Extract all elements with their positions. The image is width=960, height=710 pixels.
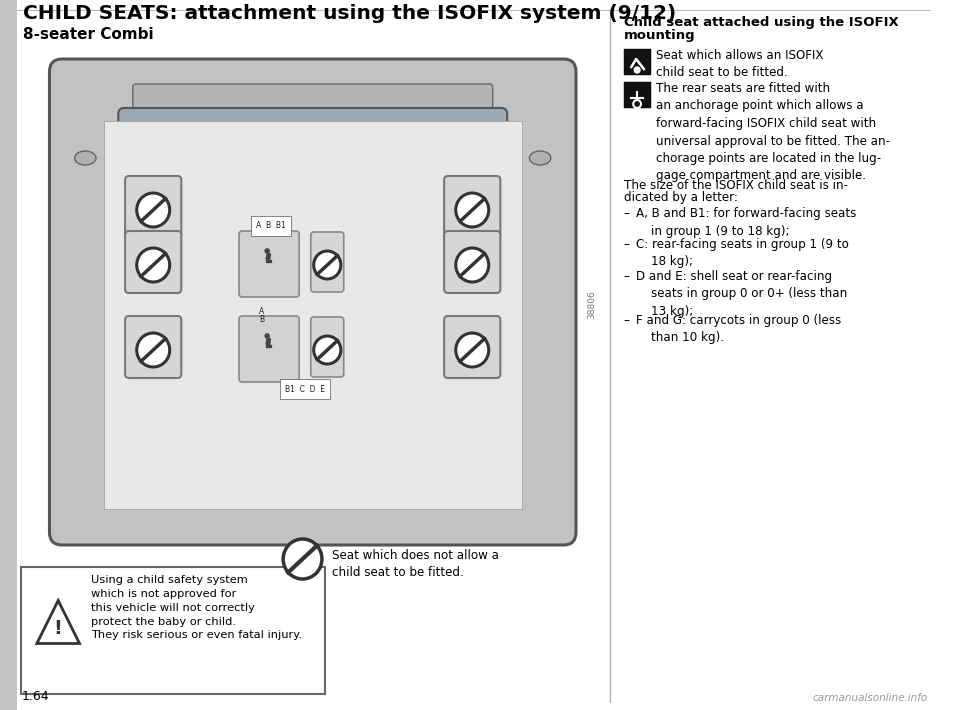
Text: mounting: mounting [624,29,695,42]
Text: carmanualsonline.info: carmanualsonline.info [812,693,928,703]
Circle shape [314,336,341,364]
FancyBboxPatch shape [125,231,181,293]
Polygon shape [266,345,272,347]
Text: A: A [258,307,264,315]
Bar [21,567,324,694]
Text: dicated by a letter:: dicated by a letter: [624,191,737,204]
Polygon shape [266,339,271,344]
Bar [624,82,651,108]
FancyBboxPatch shape [444,316,500,378]
Text: –: – [624,270,630,283]
Text: !: ! [54,619,62,638]
FancyBboxPatch shape [132,84,492,120]
FancyBboxPatch shape [311,317,344,377]
FancyBboxPatch shape [239,316,300,382]
Circle shape [456,193,489,227]
Circle shape [265,334,270,339]
Circle shape [635,67,640,73]
Bar [104,121,521,509]
FancyBboxPatch shape [50,59,576,545]
Circle shape [136,248,170,282]
Text: B: B [259,315,264,324]
Ellipse shape [75,151,96,165]
Text: 38806: 38806 [587,290,596,320]
Text: CHILD SEATS: attachment using the ISOFIX system (9/12): CHILD SEATS: attachment using the ISOFIX… [23,4,677,23]
FancyBboxPatch shape [311,232,344,292]
Text: The size of the ISOFIX child seat is in-: The size of the ISOFIX child seat is in- [624,179,848,192]
Text: 8-seater Combi: 8-seater Combi [23,27,154,42]
Circle shape [456,333,489,367]
Text: –: – [624,314,630,327]
FancyBboxPatch shape [125,316,181,378]
FancyBboxPatch shape [118,108,507,176]
Bar [0,0,17,710]
Text: A  B  B1: A B B1 [256,222,286,231]
Text: F and G: carrycots in group 0 (less
    than 10 kg).: F and G: carrycots in group 0 (less than… [636,314,841,344]
FancyBboxPatch shape [239,231,300,297]
Text: A, B and B1: for forward-facing seats
    in group 1 (9 to 18 kg);: A, B and B1: for forward-facing seats in… [636,207,856,238]
Text: 1.64: 1.64 [21,690,49,703]
Circle shape [136,333,170,367]
Text: The rear seats are fitted with
an anchorage point which allows a
forward-facing : The rear seats are fitted with an anchor… [657,82,891,182]
Text: B1  C  D  E: B1 C D E [285,385,325,393]
Text: Using a child safety system
which is not approved for
this vehicle will not corr: Using a child safety system which is not… [91,575,302,640]
Text: D and E: shell seat or rear-facing
    seats in group 0 or 0+ (less than
    13 : D and E: shell seat or rear-facing seats… [636,270,848,318]
Polygon shape [36,601,80,643]
Circle shape [314,251,341,279]
Text: Child seat attached using the ISOFIX: Child seat attached using the ISOFIX [624,16,899,29]
Circle shape [136,193,170,227]
FancyBboxPatch shape [444,176,500,238]
Circle shape [456,248,489,282]
Circle shape [265,248,270,253]
Text: –: – [624,207,630,220]
Polygon shape [266,260,272,262]
Bar [624,49,651,75]
Text: Seat which does not allow a
child seat to be fitted.: Seat which does not allow a child seat t… [331,549,498,579]
Text: –: – [624,238,630,251]
Text: C: rear-facing seats in group 1 (9 to
    18 kg);: C: rear-facing seats in group 1 (9 to 18… [636,238,849,268]
FancyBboxPatch shape [444,231,500,293]
Circle shape [634,100,641,108]
Polygon shape [266,253,271,259]
Circle shape [283,539,322,579]
FancyBboxPatch shape [125,176,181,238]
Ellipse shape [530,151,551,165]
Text: Seat which allows an ISOFIX
child seat to be fitted.: Seat which allows an ISOFIX child seat t… [657,49,824,80]
